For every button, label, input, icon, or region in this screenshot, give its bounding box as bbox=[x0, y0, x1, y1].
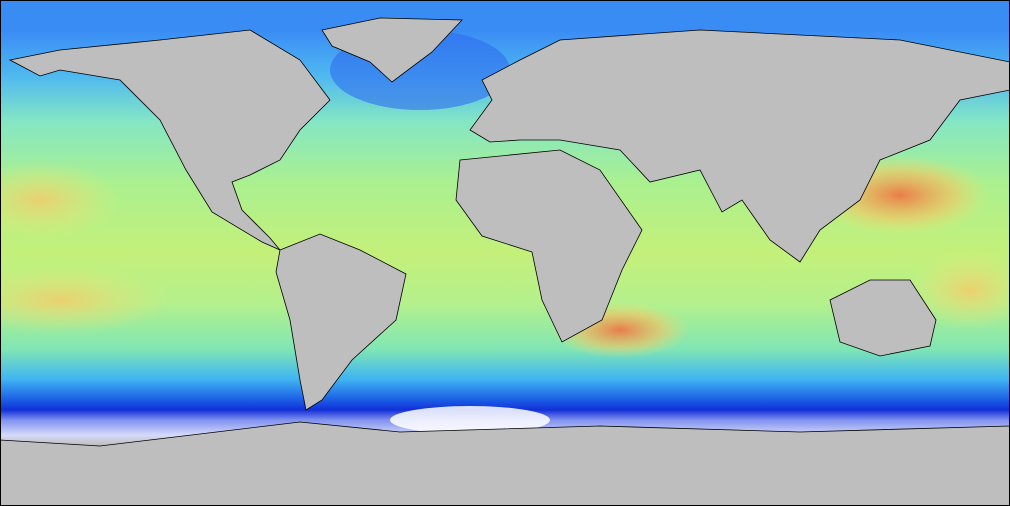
warm-region bbox=[0, 160, 120, 240]
africa bbox=[455, 149, 643, 343]
warm-region bbox=[0, 265, 170, 335]
south-america bbox=[275, 233, 407, 411]
ice-region bbox=[390, 406, 550, 434]
north-america bbox=[8, 29, 331, 251]
australia bbox=[829, 279, 937, 357]
greenland bbox=[321, 17, 463, 83]
antarctica bbox=[0, 421, 1010, 506]
warm-region bbox=[910, 250, 1010, 330]
eurasia bbox=[469, 29, 1010, 263]
